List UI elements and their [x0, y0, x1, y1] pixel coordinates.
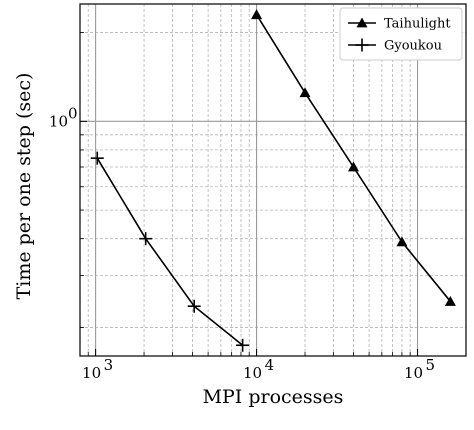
x-tick-label-exponent: 4 [265, 356, 275, 374]
y-tick-label-exponent: 0 [68, 104, 78, 122]
plot-frame [79, 3, 467, 357]
y-tick-label: 10 [49, 112, 68, 130]
major-gridlines [80, 4, 466, 356]
triangle-marker [299, 87, 311, 98]
series-lines [96, 14, 452, 346]
triangle-marker [396, 236, 408, 247]
series-markers [90, 9, 456, 352]
x-tick-label-exponent: 5 [426, 356, 436, 374]
plus-marker [187, 299, 201, 313]
legend-label: Taihulight [384, 17, 451, 32]
legend-box [339, 7, 463, 61]
legend-label: Gyoukou [384, 39, 442, 54]
x-tick-label: 10 [82, 364, 101, 382]
x-tick-label-exponent: 3 [104, 356, 114, 374]
tick-labels: 10 3 10 4 10 510 0 [49, 104, 435, 382]
plus-marker [139, 232, 153, 246]
x-tick-label: 10 [404, 364, 423, 382]
triangle-marker [444, 295, 456, 306]
triangle-marker [251, 9, 263, 20]
legend: Taihulight Gyoukou [339, 7, 463, 61]
x-axis-label: MPI processes [203, 386, 344, 408]
axis-ticks [79, 32, 467, 356]
plus-marker [236, 338, 250, 352]
series-line-gyoukou [96, 157, 244, 346]
y-axis-label: Time per one step (sec) [13, 73, 35, 300]
plus-marker [90, 151, 104, 165]
triangle-marker [356, 17, 368, 28]
triangle-marker [347, 161, 359, 172]
plus-marker [355, 38, 369, 52]
x-tick-label: 10 [243, 364, 262, 382]
